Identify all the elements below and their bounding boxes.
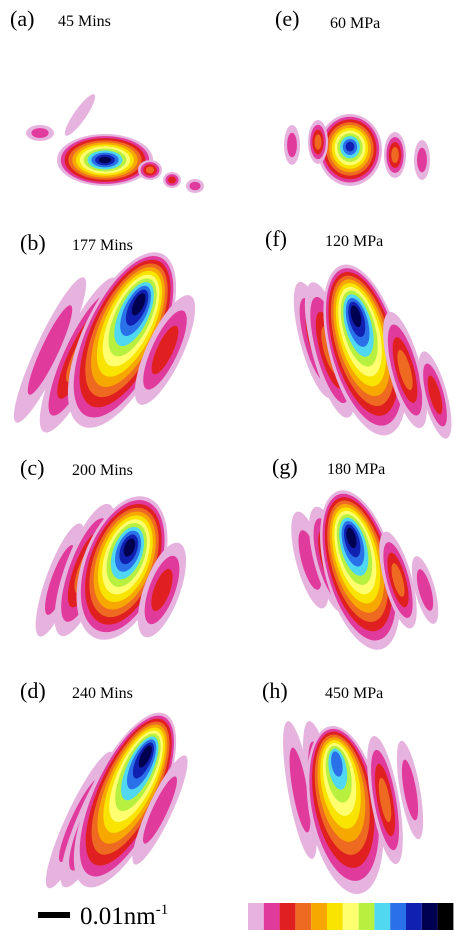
scale-bar-unit: 0.01nm <box>80 903 156 930</box>
heatmap-contour <box>391 563 405 597</box>
heatmap-contour <box>314 134 322 150</box>
heatmap-contour <box>151 325 179 375</box>
panel-label: 45 Mins <box>58 13 111 30</box>
heatmap-contour <box>378 777 392 823</box>
colorbar-swatch <box>279 903 296 930</box>
heatmap-contour <box>31 128 49 138</box>
panel-label: 240 Mins <box>72 685 133 702</box>
panel-label: 180 MPa <box>327 461 385 478</box>
colorbar-swatch <box>342 903 359 930</box>
panel-letter: (e) <box>275 6 299 31</box>
colorbar-swatch <box>437 903 454 930</box>
colorbar-swatch <box>390 903 406 930</box>
colorbar-swatch <box>248 903 264 930</box>
heatmap-contour <box>345 141 355 152</box>
heatmap-contour <box>427 375 443 415</box>
panel-letter: (a) <box>10 6 34 31</box>
heatmap-contour <box>27 305 73 395</box>
panel-label: 177 Mins <box>72 237 133 254</box>
heatmap-contour <box>64 94 96 136</box>
panel-letter: (h) <box>262 678 288 703</box>
colorbar-swatch <box>295 903 312 930</box>
heatmap-contour <box>143 776 177 844</box>
panel-letter: (b) <box>20 230 46 255</box>
heatmap-contour <box>123 538 136 557</box>
panel-label: 450 MPa <box>325 685 383 702</box>
heatmap-contour <box>298 530 322 590</box>
heatmap-contour <box>417 147 427 173</box>
heatmap-contour <box>391 147 399 163</box>
heatmap-contour <box>346 527 357 549</box>
heatmap-contour <box>416 569 434 611</box>
heatmap-contour <box>138 745 152 768</box>
colorbar-swatch <box>311 903 327 930</box>
heatmap-contour <box>401 759 419 821</box>
colorbar-swatch <box>406 903 422 930</box>
scale-bar-text: 0.01nm-1 <box>80 902 168 930</box>
colorbar-swatch <box>358 903 375 930</box>
heatmaps <box>13 94 452 894</box>
heatmap-contour <box>145 166 155 174</box>
panel-letter: (d) <box>20 678 46 703</box>
heatmap-contour <box>350 305 362 328</box>
heatmap-contour <box>397 349 413 391</box>
heatmap-contour <box>168 176 176 184</box>
panel-letter: (c) <box>20 455 44 480</box>
scale-bar-exponent: -1 <box>156 902 169 918</box>
heatmap-contour <box>289 747 311 833</box>
panel-letter: (f) <box>265 226 287 251</box>
scale-bar <box>38 912 70 918</box>
panel-label: 120 MPa <box>325 233 383 250</box>
heatmap-contour <box>151 568 173 612</box>
colorbar-swatch <box>374 903 391 930</box>
heatmap-contour <box>189 181 201 191</box>
heatmap-contour <box>331 751 343 777</box>
colorbar-swatch <box>421 903 438 930</box>
colorbar <box>248 903 454 930</box>
heatmap-contour <box>131 293 146 316</box>
colorbar-swatch <box>263 903 280 930</box>
panel-label: 200 Mins <box>72 462 133 479</box>
colorbar-swatch <box>327 903 343 930</box>
heatmap-contour <box>287 132 297 158</box>
panel-label: 60 MPa <box>330 15 380 32</box>
heatmap-contour <box>98 156 112 164</box>
panel-letter: (g) <box>272 454 298 479</box>
